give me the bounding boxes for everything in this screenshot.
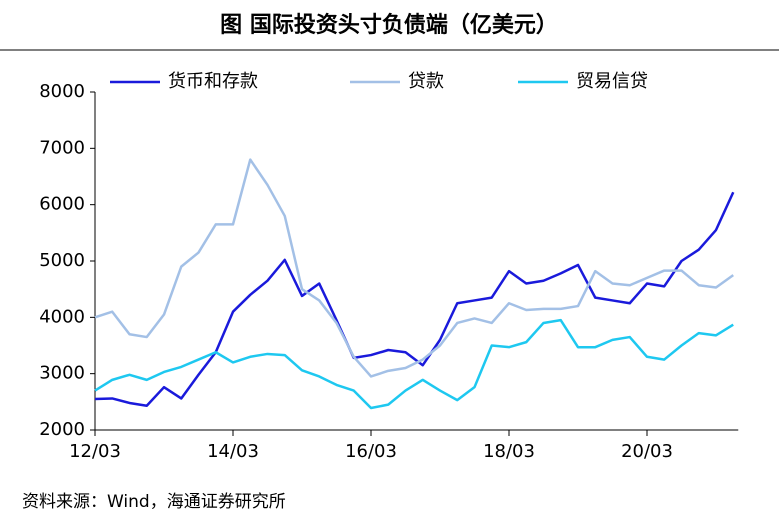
- y-tick-label: 3000: [39, 363, 85, 384]
- y-tick-label: 7000: [39, 137, 85, 158]
- legend-label: 贷款: [408, 71, 444, 92]
- series-line: [94, 318, 734, 410]
- legend-label: 贸易信贷: [576, 71, 648, 92]
- source-note: 资料来源：Wind，海通证券研究所: [22, 492, 286, 512]
- y-tick-label: 8000: [39, 81, 85, 102]
- series-line: [94, 158, 734, 378]
- legend-label: 货币和存款: [168, 71, 258, 92]
- y-tick-label: 6000: [39, 194, 85, 215]
- y-tick-label: 4000: [39, 306, 85, 327]
- x-tick-label: 20/03: [621, 441, 673, 462]
- y-tick-label: 2000: [39, 419, 85, 440]
- chart-title: 图 国际投资头寸负债端（亿美元）: [220, 12, 558, 38]
- x-tick-label: 18/03: [483, 441, 535, 462]
- x-tick-label: 14/03: [207, 441, 259, 462]
- x-tick-label: 16/03: [345, 441, 397, 462]
- x-tick-label: 12/03: [69, 441, 121, 462]
- series-line: [94, 191, 735, 408]
- y-tick-label: 5000: [39, 250, 85, 271]
